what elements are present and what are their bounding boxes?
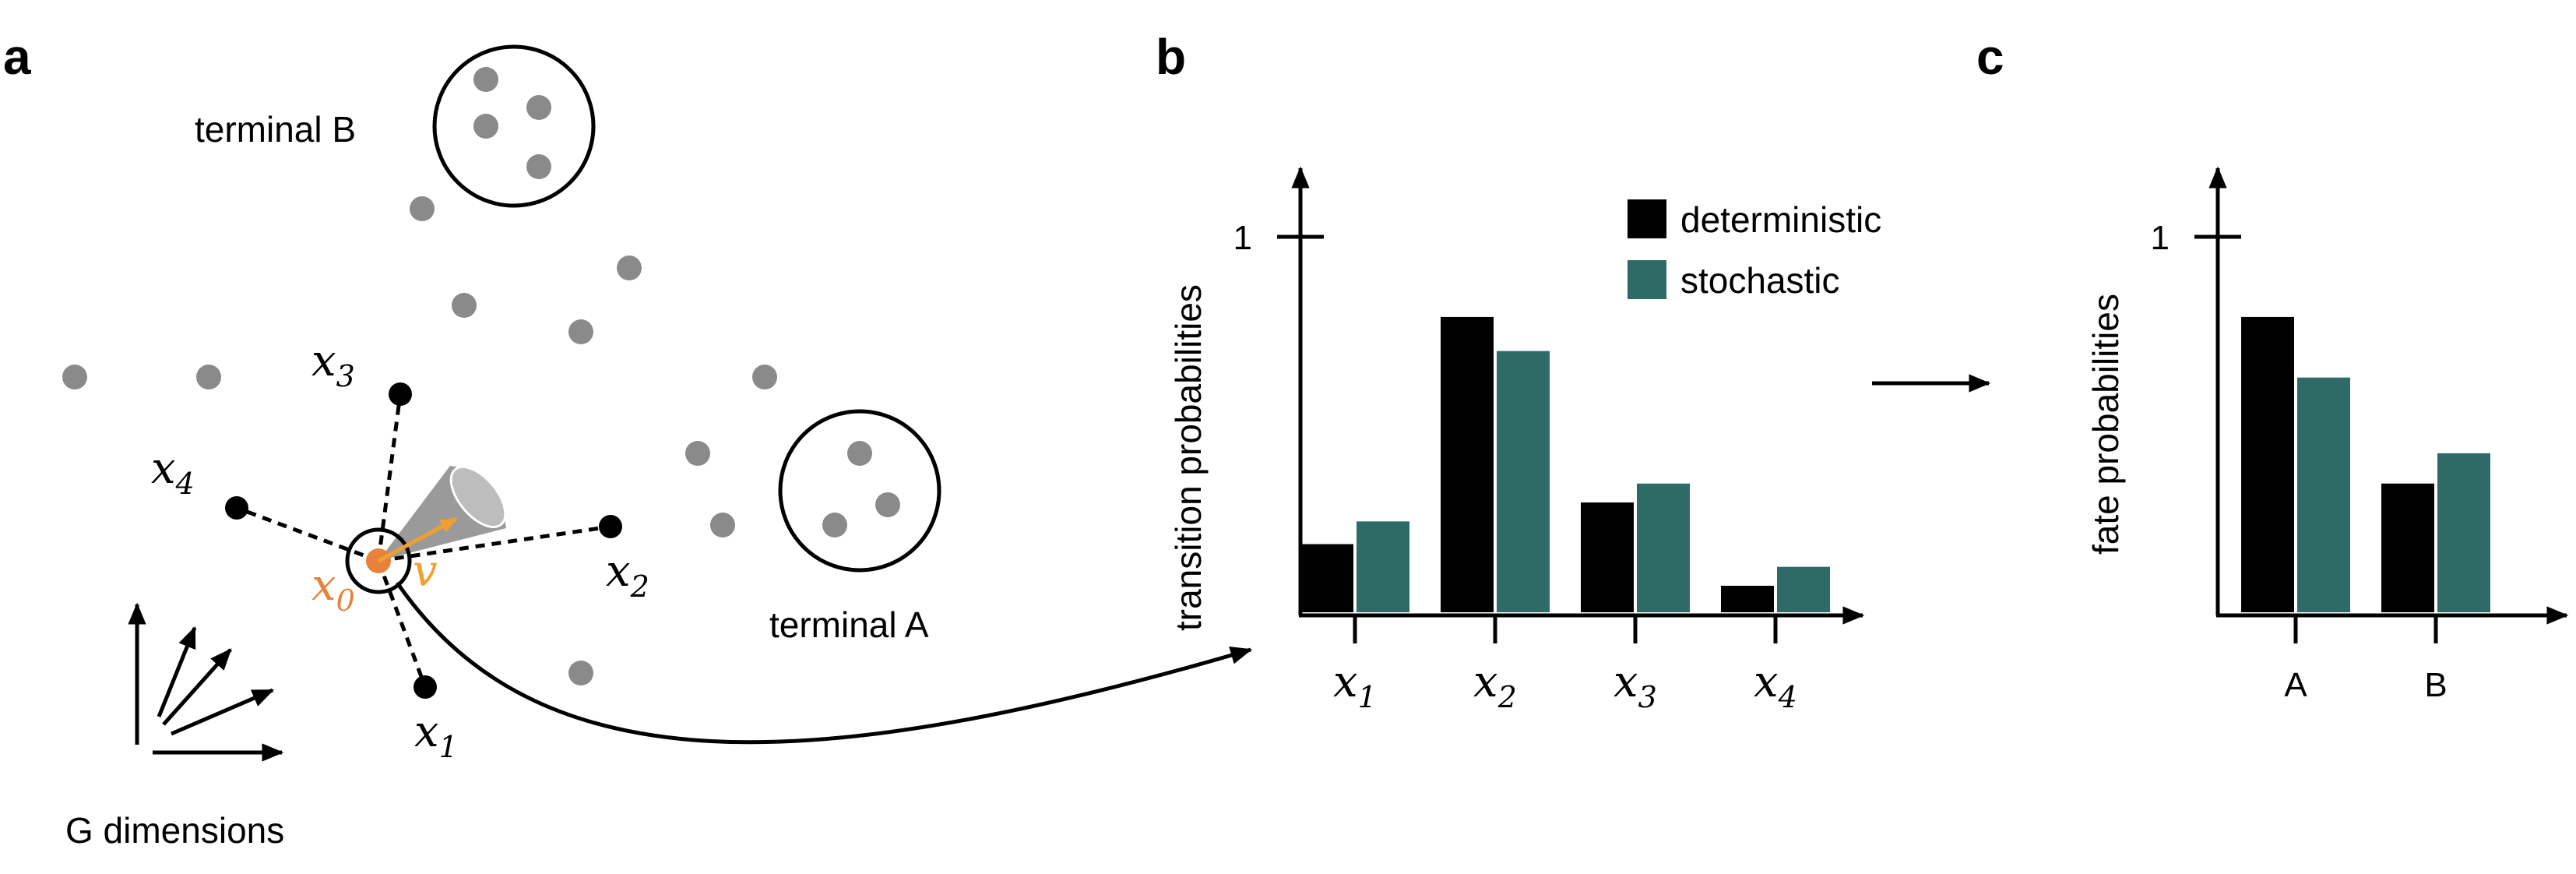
neighbor-dot-x4 <box>225 496 248 520</box>
neighbor-dot-x1 <box>413 675 437 699</box>
terminal-a-label: terminal A <box>769 604 929 645</box>
origin-ring <box>345 527 412 594</box>
cell-dot <box>752 365 777 389</box>
xtick-label-A: A <box>2284 666 2307 704</box>
xtick-label-sub: 4 <box>1778 680 1797 714</box>
cell-dot <box>568 661 593 685</box>
label-velocity: v <box>413 546 438 597</box>
xtick-label-x3: x3 <box>1614 657 1657 714</box>
bar-stochastic-x2 <box>1497 351 1550 612</box>
panel-letter-b: b <box>1156 29 1186 85</box>
c-bars <box>2241 316 2490 612</box>
g-dimensions-icon <box>128 602 284 762</box>
cell-dot <box>473 114 498 139</box>
b-ylabel: transition probabilities <box>1168 284 1209 631</box>
c-ylabel: fate probabilities <box>2085 294 2126 555</box>
legend-swatch-deterministic <box>1628 199 1666 238</box>
velocity-arrow <box>377 516 458 563</box>
bar-stochastic-x3 <box>1637 483 1690 612</box>
cell-dot <box>473 67 498 92</box>
panel-letter-c: c <box>1976 29 2004 85</box>
legend-label-deterministic: deterministic <box>1680 199 1881 240</box>
cell-dot <box>710 513 735 537</box>
cell-dot <box>685 441 710 466</box>
cell-dot <box>526 154 551 179</box>
xtick-label-sub: 3 <box>1638 680 1657 714</box>
label-x1: x1 <box>414 707 458 764</box>
terminal-b-label: terminal B <box>195 109 356 150</box>
bar-deterministic-x3 <box>1581 502 1634 612</box>
b-bars <box>1300 316 1830 612</box>
bar-deterministic-B <box>2381 483 2434 612</box>
label-x4: x4 <box>151 443 195 501</box>
g-dimensions-label: G dimensions <box>65 810 284 851</box>
label-x2: x2 <box>606 546 649 604</box>
b-xticks: x1 x2 x3 x4 <box>1333 615 1797 714</box>
c-ytick-label: 1 <box>2151 219 2170 257</box>
neighbor-edges <box>236 393 611 688</box>
xtick-label-sub: 2 <box>1497 680 1517 714</box>
label-x3: x3 <box>311 336 355 393</box>
neighbor-dot-x2 <box>599 515 622 538</box>
xtick-label-var: x <box>1614 657 1638 707</box>
cell-dot <box>526 95 551 120</box>
xtick-label-sub: 1 <box>1358 680 1377 714</box>
legend-label-stochastic: stochastic <box>1680 260 1840 301</box>
cell-dot <box>196 365 221 389</box>
bar-deterministic-x4 <box>1721 585 1774 612</box>
curved-arrow <box>395 581 1253 745</box>
label-x0: x0 <box>311 560 355 618</box>
bar-stochastic-x1 <box>1357 521 1409 612</box>
cell-dot <box>822 513 847 537</box>
bar-deterministic-A <box>2241 316 2294 612</box>
cell-dot <box>568 319 593 344</box>
b-ytick-label: 1 <box>1233 219 1252 257</box>
bar-deterministic-x2 <box>1441 316 1494 612</box>
terminal-b-circle <box>432 44 596 208</box>
legend-swatch-stochastic <box>1628 260 1666 299</box>
xtick-label-var: x <box>1473 657 1498 707</box>
bar-stochastic-A <box>2297 377 2350 612</box>
neighbor-dot-x3 <box>389 382 412 406</box>
cell-dot <box>62 365 87 389</box>
panel-letter-a: a <box>3 29 31 85</box>
cell-dot <box>410 196 435 221</box>
xtick-label-x2: x2 <box>1473 657 1517 714</box>
xtick-label-var: x <box>1333 657 1358 707</box>
terminal-a-circle <box>778 409 941 573</box>
bar-deterministic-x1 <box>1300 544 1353 612</box>
cell-dot <box>452 293 477 318</box>
panel-b: b transition probabilities 1 determinist… <box>1156 29 1881 714</box>
bar-stochastic-x4 <box>1777 566 1830 612</box>
cell-dot <box>875 492 900 517</box>
bar-stochastic-B <box>2437 453 2490 612</box>
cell-dot <box>617 256 642 280</box>
panel-a: a terminal B terminal A <box>3 29 1253 851</box>
xtick-label-x1: x1 <box>1333 657 1377 714</box>
cell-dot <box>847 441 872 466</box>
velocity-cone-base <box>449 466 507 528</box>
xtick-label-x4: x4 <box>1754 657 1797 714</box>
xtick-label-B: B <box>2424 666 2447 704</box>
xtick-label-var: x <box>1754 657 1779 707</box>
